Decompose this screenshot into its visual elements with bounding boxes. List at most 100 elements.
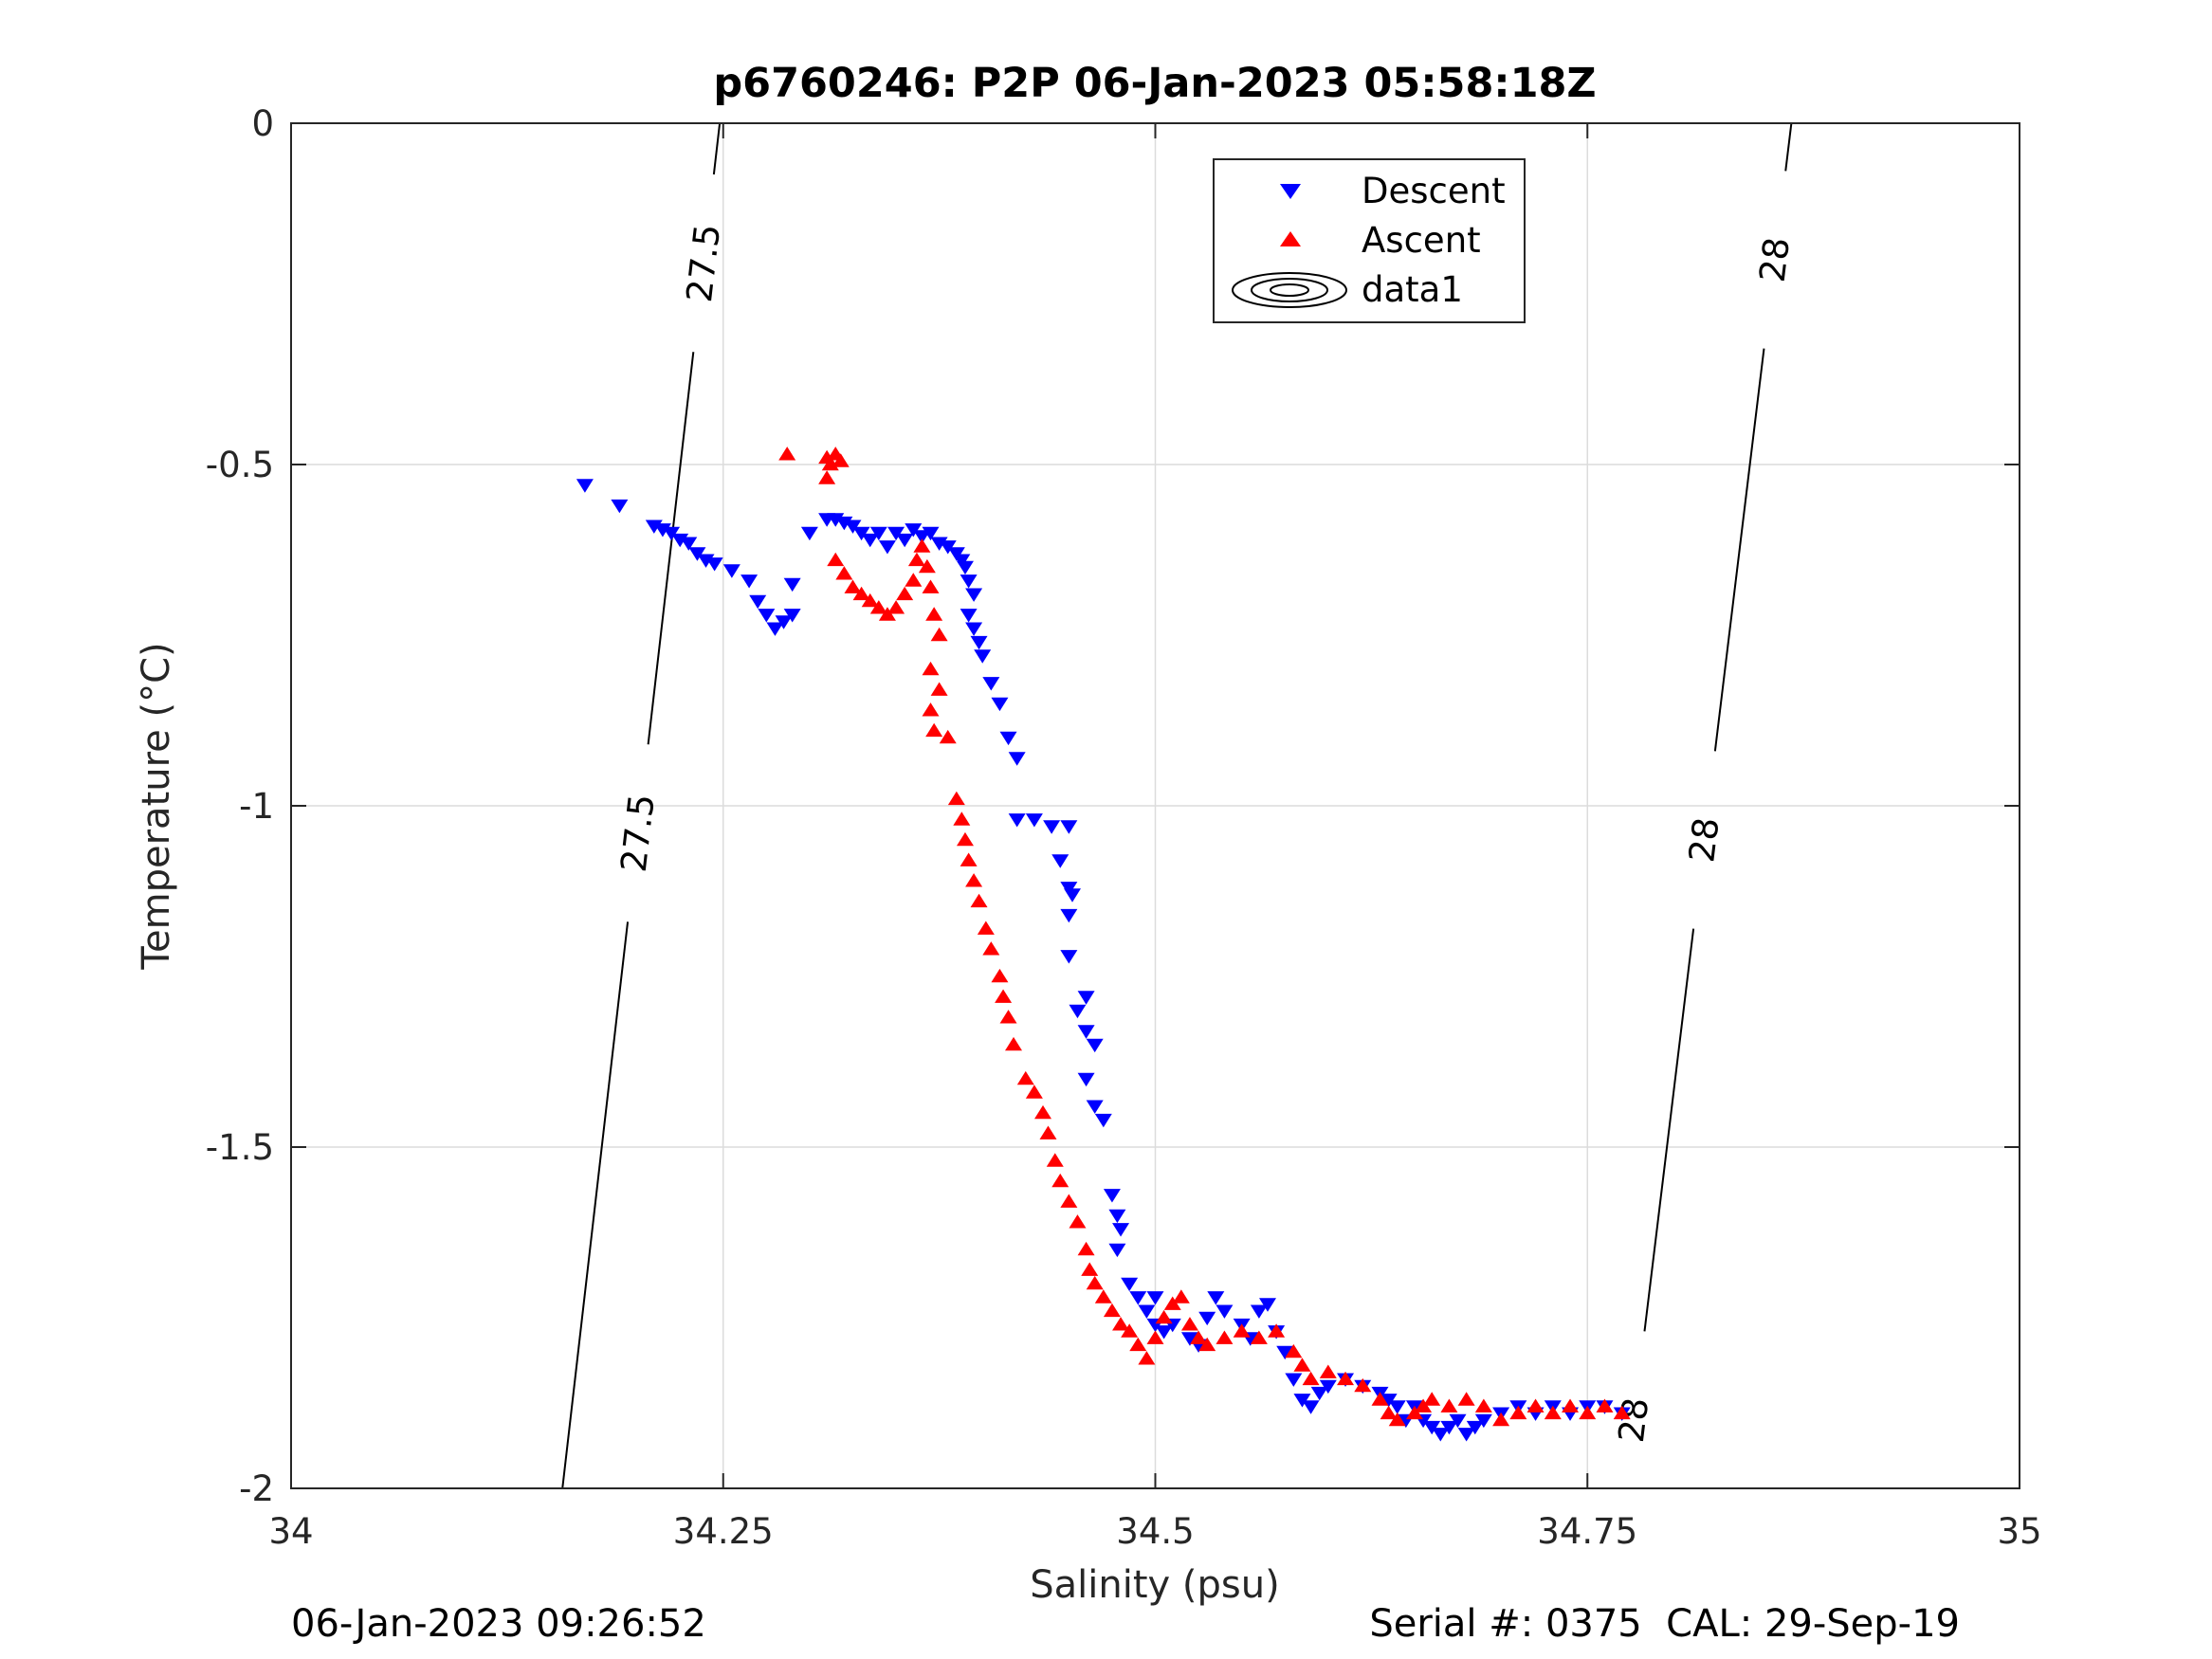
descent-point [722, 564, 740, 578]
ascent-point [1380, 1405, 1398, 1420]
y-tick-label: -0.5 [206, 445, 274, 485]
descent-point [576, 479, 594, 493]
ascent-point [1302, 1371, 1320, 1386]
descent-point [965, 588, 983, 602]
contour-icon [1232, 272, 1347, 308]
descent-point [611, 499, 629, 514]
descent-point [1207, 1291, 1225, 1305]
contour-line [561, 921, 630, 1488]
descent-point [1285, 1373, 1303, 1387]
legend-ascent-label: Ascent [1362, 220, 1481, 261]
x-tick-label: 34 [268, 1511, 313, 1552]
contour-label: 27.5 [613, 792, 663, 874]
legend-data1-label: data1 [1362, 269, 1463, 310]
descent-point [783, 609, 801, 623]
ascent-point [1112, 1317, 1130, 1331]
descent-point [1449, 1413, 1467, 1429]
ascent-point [832, 453, 850, 467]
contour-label: 27.5 [679, 222, 728, 304]
contour-labels: 27.5 27.5 28 28 28 [613, 222, 1798, 1445]
descent-point [1051, 854, 1069, 868]
y-tick-label: -1.5 [206, 1127, 274, 1168]
ascent-point [965, 873, 983, 887]
ascent-point [1371, 1392, 1389, 1406]
ascent-point [956, 831, 974, 847]
descent-point [869, 526, 887, 541]
descent-point [758, 609, 776, 623]
descent-point [960, 574, 978, 589]
descent-point [939, 540, 957, 555]
descent-point [688, 547, 706, 561]
footer-serial-cal: Serial #: 0375 CAL: 29-Sep-19 [1369, 1602, 1960, 1646]
chart-title: p6760246: P2P 06-Jan-2023 05:58:18Z [713, 60, 1596, 107]
ascent-point [907, 552, 925, 567]
ascent-point [852, 586, 870, 601]
ascent-point [1268, 1323, 1286, 1338]
ascent-point [827, 552, 845, 567]
contour-line [647, 352, 695, 745]
density-contours [561, 123, 1793, 1488]
contour-label: 28 [1611, 1395, 1656, 1445]
y-tick-labels: 0 -0.5 -1 -1.5 -2 [206, 103, 274, 1509]
descent-point [1432, 1428, 1450, 1442]
descent-point [1069, 1004, 1087, 1019]
descent-point [775, 615, 793, 629]
descent-point [965, 622, 983, 636]
data-points [576, 447, 1631, 1442]
descent-point [1258, 1298, 1276, 1312]
descent-point [913, 530, 931, 544]
descent-point [1388, 1400, 1406, 1414]
descent-point [1276, 1345, 1294, 1360]
ascent-point [922, 579, 940, 593]
grid [291, 123, 2020, 1488]
y-tick-label: 0 [251, 103, 274, 144]
y-tick-label: -2 [239, 1468, 274, 1509]
descent-point [999, 731, 1017, 746]
descent-point [1121, 1277, 1139, 1292]
descent-point [1060, 950, 1078, 964]
descent-point [1310, 1386, 1328, 1401]
descent-point [956, 560, 974, 575]
ascent-point [1285, 1343, 1303, 1358]
ascent-point [1069, 1214, 1087, 1229]
descent-point [1077, 991, 1095, 1005]
ascent-point [1579, 1405, 1597, 1420]
descent-point [1063, 888, 1081, 902]
x-tick-label: 34.25 [673, 1511, 774, 1552]
ascent-point [1293, 1358, 1311, 1372]
ascent-point [1077, 1241, 1095, 1256]
descent-point [1440, 1420, 1458, 1435]
ascent-point [1138, 1351, 1156, 1365]
descent-point [800, 526, 818, 541]
descent-point [878, 540, 896, 555]
descent-point [1060, 820, 1078, 834]
descent-point [1025, 813, 1043, 828]
x-tick-label: 35 [1997, 1511, 2041, 1552]
legend-item-descent: Descent [1280, 171, 1506, 211]
footer-timestamp: 06-Jan-2023 09:26:52 [291, 1602, 706, 1646]
x-tick-labels: 34 34.25 34.5 34.75 35 [268, 1511, 2041, 1552]
descent-point [783, 577, 801, 592]
ascent-point [925, 722, 943, 738]
ascent-point [1613, 1405, 1631, 1420]
x-axis-label: Salinity (psu) [1030, 1563, 1279, 1607]
ascent-point [1172, 1289, 1190, 1304]
descent-point [1043, 820, 1061, 834]
ascent-point [930, 682, 948, 696]
descent-point [887, 526, 905, 541]
ascent-point [1086, 1275, 1104, 1290]
descent-point [1094, 1113, 1112, 1128]
descent-point [1138, 1304, 1156, 1319]
ascent-point [861, 592, 879, 608]
ascent-point [1337, 1371, 1355, 1386]
descent-point [1103, 1189, 1121, 1203]
descent-point [1180, 1332, 1198, 1346]
ascent-point [844, 579, 862, 593]
descent-point [1108, 1243, 1126, 1258]
ascent-point [818, 470, 836, 484]
contour-line [1643, 928, 1695, 1332]
descent-point [740, 574, 759, 589]
ascent-point [947, 791, 965, 806]
ascent-point [918, 558, 936, 574]
contour-line [1784, 123, 1793, 172]
